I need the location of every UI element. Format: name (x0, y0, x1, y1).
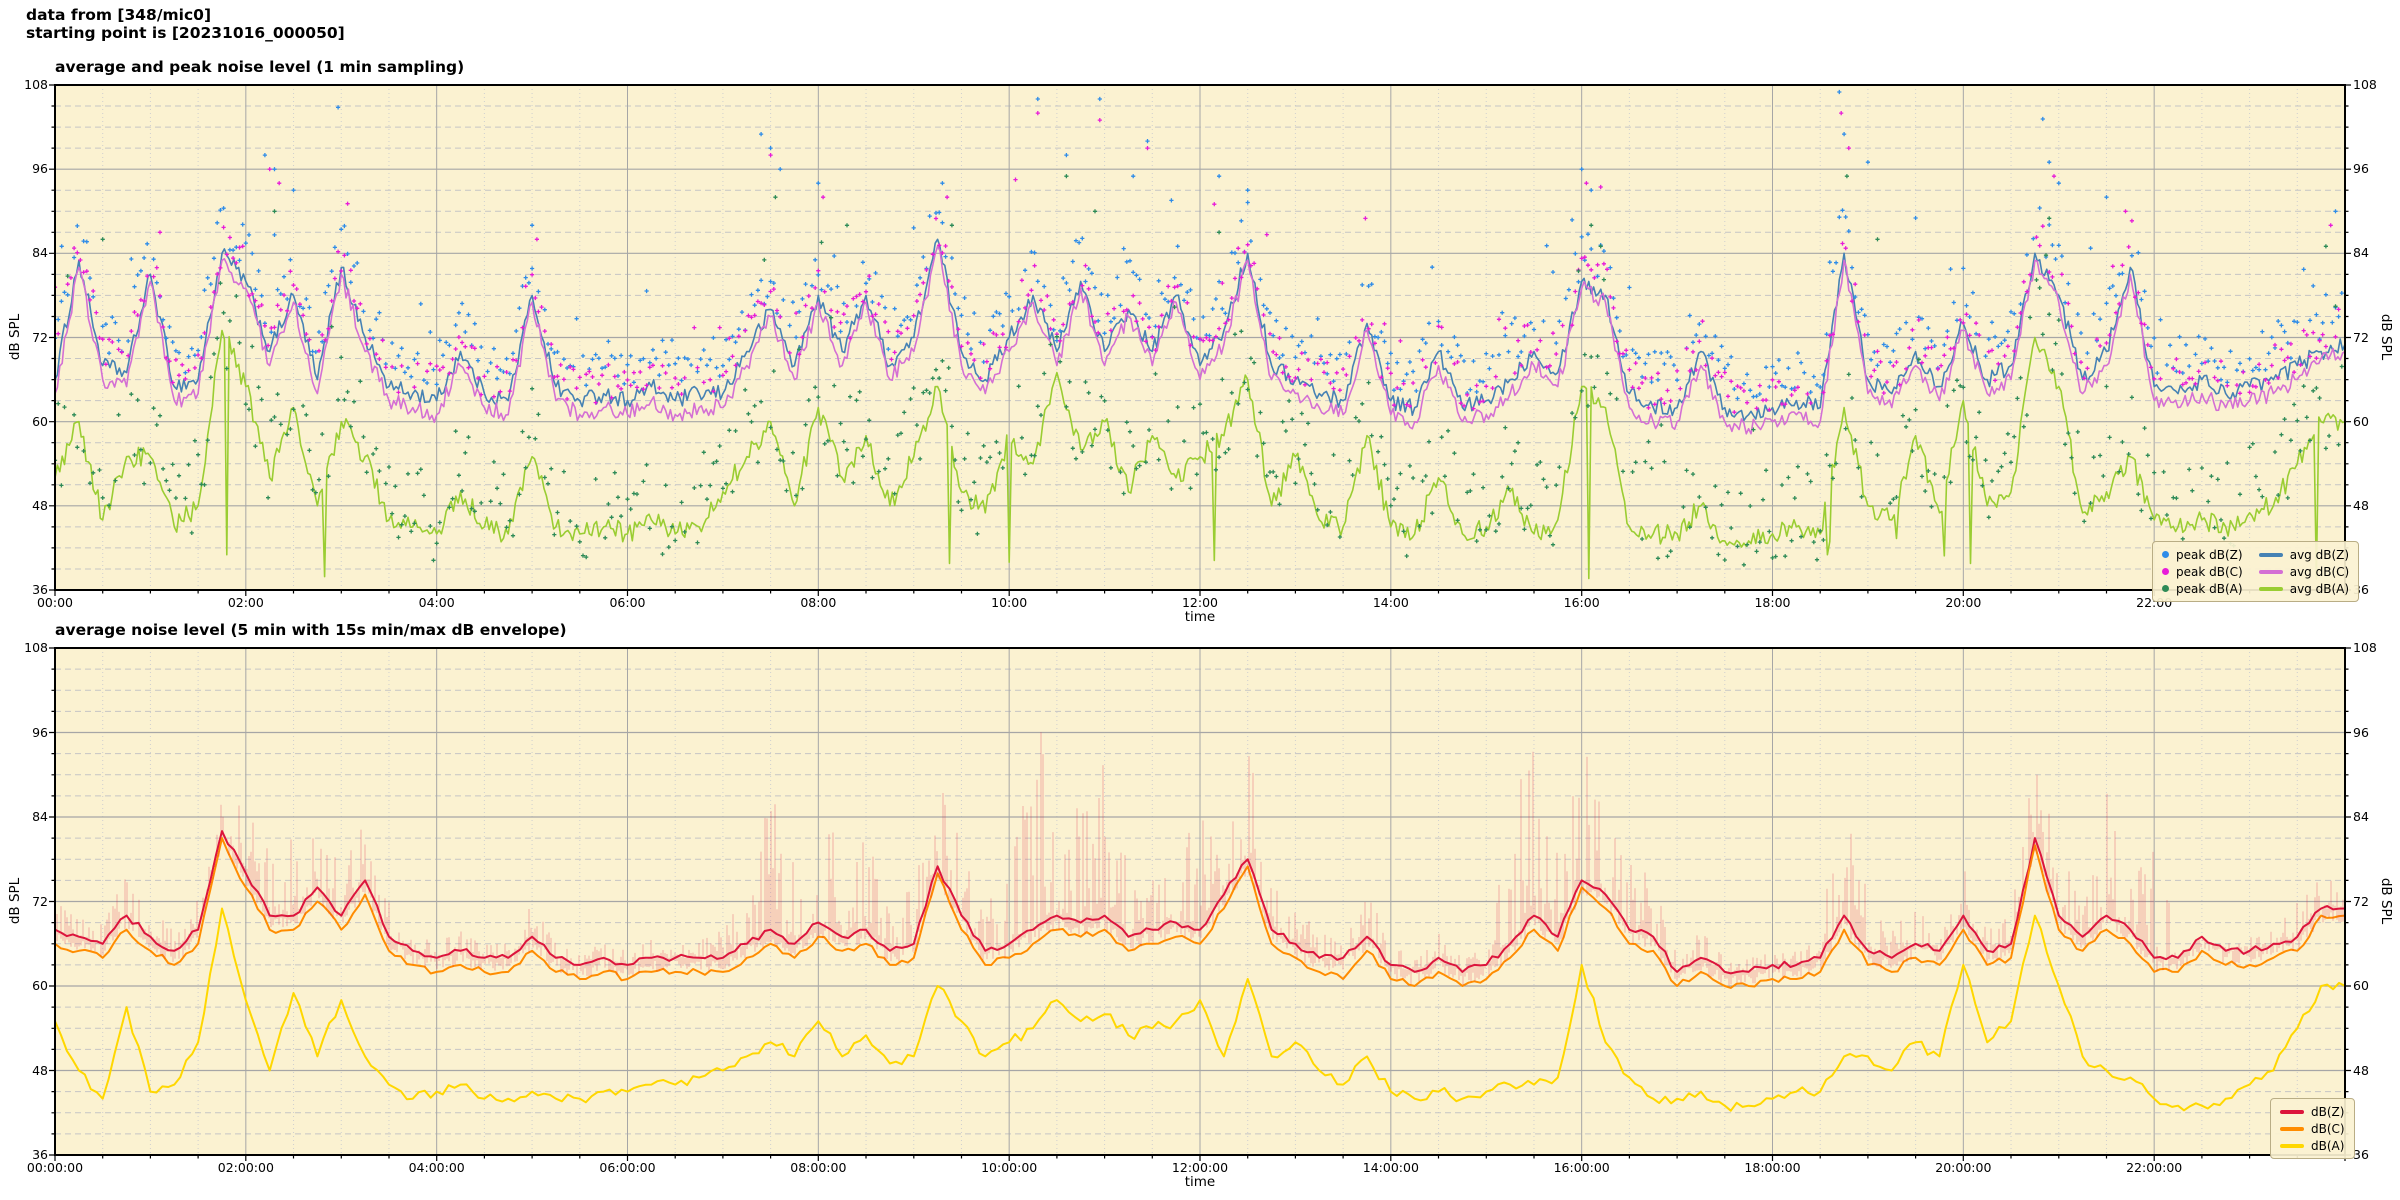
legend-entry: dB(Z) (2280, 1104, 2345, 1119)
x-tick-label: 16:00 (1563, 595, 1600, 610)
chart2-legend: dB(Z) dB(C) dB(A) (2270, 1098, 2355, 1159)
y-tick-label: 72 (2353, 329, 2369, 345)
y-tick-label: 60 (32, 413, 48, 429)
x-tick-label: 04:00 (418, 595, 455, 610)
x-tick-label: 14:00 (1372, 595, 1409, 610)
chart2-x-axis-label: time (1184, 1174, 1216, 1190)
chart1-title: average and peak noise level (1 min samp… (55, 58, 465, 76)
legend-entry: avg dB(Z) (2258, 547, 2350, 562)
y-tick-label: 108 (2353, 640, 2377, 655)
legend-entry: avg dB(A) (2258, 581, 2350, 596)
chart-1-canvas (49, 84, 2351, 596)
y-tick-label: 84 (32, 245, 48, 261)
x-tick-label: 00:00:00 (26, 1160, 84, 1175)
legend-entry: avg dB(C) (2258, 564, 2350, 579)
legend-label: dB(C) (2311, 1121, 2345, 1136)
y-tick-label: 96 (32, 161, 48, 177)
y-tick-label: 72 (32, 893, 48, 909)
legend-dot-marker (2162, 551, 2169, 558)
y-tick-label: 48 (2353, 497, 2369, 513)
chart2-plot-area (49, 647, 2351, 1161)
x-tick-label: 02:00 (227, 595, 264, 610)
y-tick-label: 96 (2353, 724, 2369, 740)
y-tick-label: 60 (32, 978, 48, 993)
y-tick-label: 84 (32, 809, 48, 824)
y-tick-label: 96 (2353, 161, 2369, 177)
legend-label: avg dB(A) (2289, 581, 2350, 596)
y-tick-label: 60 (2353, 413, 2369, 429)
y-tick-label: 60 (2353, 978, 2369, 993)
x-tick-label: 22:00:00 (2126, 1160, 2183, 1175)
x-tick-label: 20:00 (1945, 595, 1982, 610)
x-tick-label: 16:00:00 (1553, 1160, 1610, 1175)
x-tick-label: 06:00 (609, 595, 646, 610)
chart1-y-axis-label-right: dB SPL (2378, 313, 2394, 361)
header-line-1: data from [348/mic0] (26, 6, 212, 24)
x-tick-label: 06:00:00 (599, 1160, 656, 1175)
legend-entry: dB(C) (2280, 1121, 2345, 1136)
y-tick-label: 84 (2353, 245, 2369, 261)
chart1-legend: peak dB(Z) peak dB(C) peak dB(A) avg dB(Z) a… (2152, 541, 2360, 602)
chart1-x-axis-label: time (1184, 609, 1216, 625)
legend-line-marker (2280, 1109, 2304, 1114)
header-line-2: starting point is [20231016_000050] (26, 24, 345, 42)
x-tick-label: 08:00:00 (790, 1160, 847, 1175)
x-tick-label: 10:00 (991, 595, 1028, 610)
legend-label: dB(Z) (2311, 1104, 2345, 1119)
y-tick-label: 108 (24, 77, 48, 92)
y-tick-label: 36 (32, 1147, 48, 1162)
y-tick-label: 36 (32, 582, 48, 597)
legend-label: dB(A) (2311, 1138, 2345, 1153)
chart2-y-axis-label-right: dB SPL (2378, 877, 2394, 925)
legend-entry: peak dB(A) (2162, 581, 2243, 596)
legend-entry: peak dB(Z) (2162, 547, 2243, 562)
y-tick-label: 48 (2353, 1062, 2369, 1078)
chart-2-canvas (49, 647, 2351, 1161)
legend-label: avg dB(Z) (2289, 547, 2350, 562)
x-tick-label: 04:00:00 (408, 1160, 465, 1175)
legend-line-marker (2258, 586, 2283, 591)
y-tick-label: 96 (32, 724, 48, 740)
y-tick-label: 108 (24, 640, 48, 655)
y-tick-label: 36 (2353, 1147, 2369, 1162)
legend-entry: peak dB(C) (2162, 564, 2243, 579)
x-tick-label: 02:00:00 (217, 1160, 274, 1175)
x-tick-label: 14:00:00 (1362, 1160, 1419, 1175)
legend-label: peak dB(Z) (2176, 547, 2243, 562)
x-tick-label: 10:00:00 (981, 1160, 1038, 1175)
y-tick-label: 108 (2353, 77, 2377, 92)
x-tick-label: 08:00 (800, 595, 837, 610)
y-tick-label: 84 (2353, 809, 2369, 824)
chart2-title: average noise level (5 min with 15s min/… (55, 621, 567, 639)
y-tick-label: 48 (32, 1062, 48, 1078)
y-tick-label: 72 (32, 329, 48, 345)
legend-line-marker (2258, 569, 2283, 574)
x-tick-label: 20:00:00 (1935, 1160, 1992, 1175)
legend-label: peak dB(C) (2176, 564, 2243, 579)
y-tick-label: 72 (2353, 893, 2369, 909)
x-tick-label: 12:00:00 (1171, 1160, 1229, 1175)
x-tick-label: 12:00 (1181, 595, 1219, 610)
legend-label: avg dB(C) (2289, 564, 2350, 579)
chart1-plot-area (49, 84, 2351, 596)
x-tick-label: 18:00:00 (1744, 1160, 1801, 1175)
legend-label: peak dB(A) (2176, 581, 2243, 596)
legend-line-marker (2258, 552, 2283, 557)
x-tick-label: 18:00 (1754, 595, 1791, 610)
x-tick-label: 00:00 (36, 595, 74, 610)
legend-dot-marker (2162, 568, 2169, 575)
y-tick-label: 48 (32, 497, 48, 513)
legend-line-marker (2280, 1126, 2304, 1131)
legend-line-marker (2280, 1143, 2304, 1148)
legend-dot-marker (2162, 585, 2169, 592)
legend-entry: dB(A) (2280, 1138, 2345, 1153)
